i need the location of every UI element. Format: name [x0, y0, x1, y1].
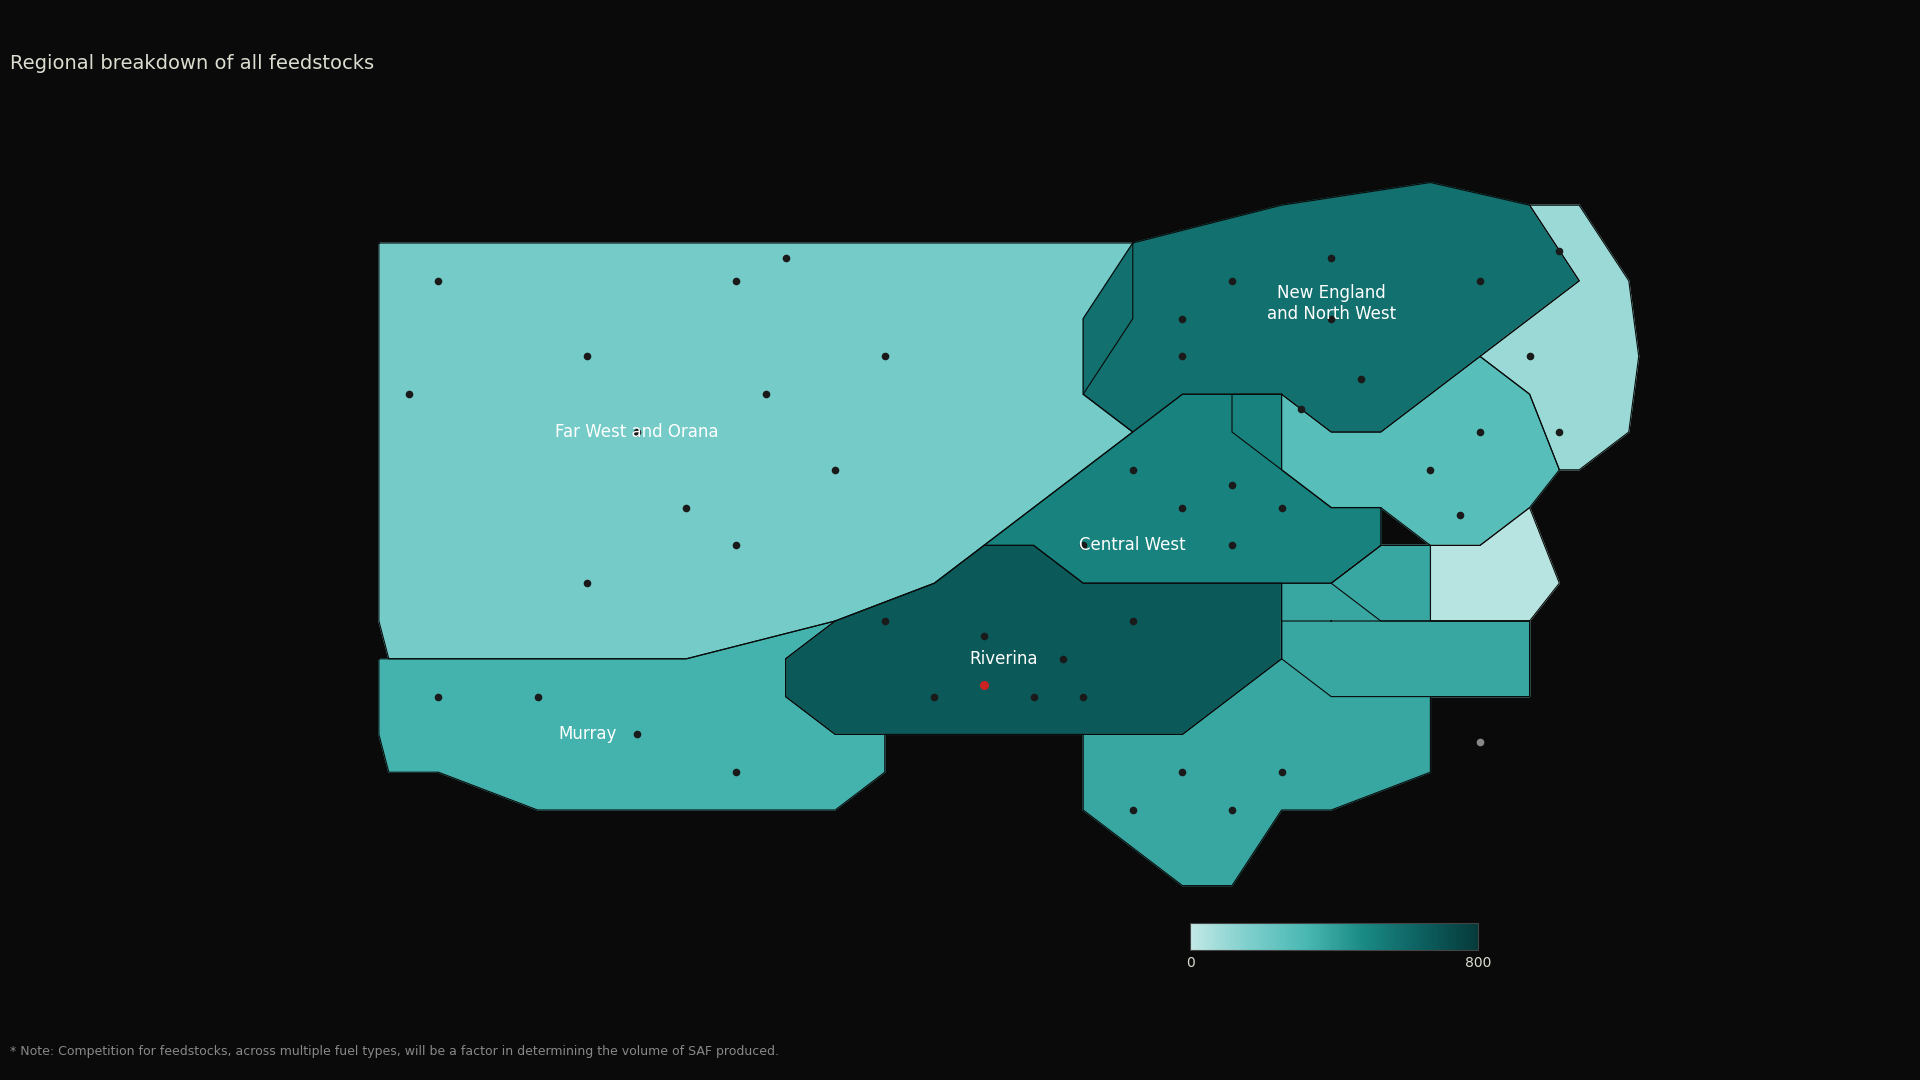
Polygon shape — [378, 243, 1133, 659]
Polygon shape — [1083, 545, 1530, 886]
Polygon shape — [378, 621, 885, 810]
Polygon shape — [1281, 621, 1530, 697]
Text: Far West and Orana: Far West and Orana — [555, 423, 718, 441]
Text: Regional breakdown of all feedstocks: Regional breakdown of all feedstocks — [10, 54, 374, 73]
Polygon shape — [1233, 356, 1559, 545]
Text: * Note: Competition for feedstocks, across multiple fuel types, will be a factor: * Note: Competition for feedstocks, acro… — [10, 1045, 780, 1058]
Polygon shape — [1480, 205, 1638, 470]
Polygon shape — [785, 545, 1281, 734]
Polygon shape — [1331, 508, 1559, 621]
Polygon shape — [1083, 183, 1578, 432]
Polygon shape — [983, 394, 1380, 583]
Text: Riverina: Riverina — [970, 650, 1039, 667]
Text: Murray: Murray — [559, 726, 616, 743]
Text: Central West: Central West — [1079, 537, 1187, 554]
Text: New England
and North West: New England and North West — [1267, 284, 1396, 323]
